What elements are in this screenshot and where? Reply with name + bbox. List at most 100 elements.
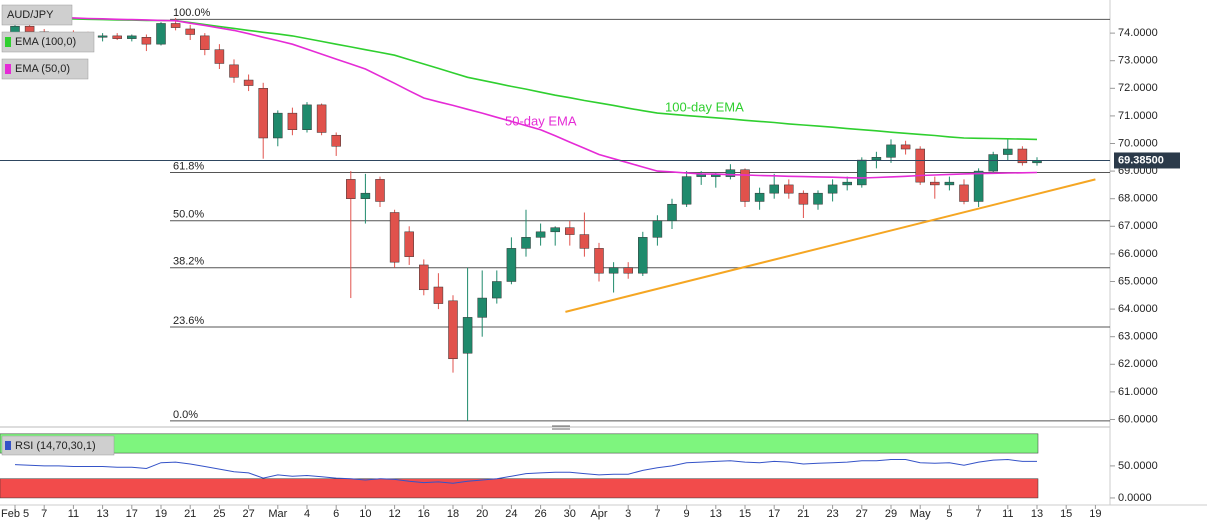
candle-body bbox=[827, 184, 838, 194]
candle-body bbox=[973, 170, 984, 202]
candle-body bbox=[477, 297, 487, 318]
legend: AUD/JPY EMA (100,0) EMA (50,0) RSI (14,7… bbox=[1, 4, 115, 456]
legend-entry: EMA (100,0) bbox=[15, 36, 76, 48]
rsi-line bbox=[14, 458, 1037, 484]
rsi-oversold-band bbox=[0, 478, 1039, 499]
y-tick-label: 68.0000 bbox=[1118, 193, 1158, 205]
x-tick-label: 15 bbox=[739, 508, 751, 520]
legend-box[interactable] bbox=[1, 435, 115, 456]
x-tick-label: 19 bbox=[1089, 508, 1101, 520]
x-tick-label: May bbox=[910, 508, 931, 520]
candle-body bbox=[287, 112, 298, 130]
candle-body bbox=[988, 154, 998, 172]
x-tick-label: 24 bbox=[505, 508, 517, 520]
y-tick-label: 62.0000 bbox=[1118, 358, 1158, 370]
x-tick-label: 7 bbox=[41, 508, 47, 520]
legend-swatch bbox=[5, 64, 11, 74]
candle-body bbox=[200, 35, 210, 50]
y-tick-label: 0.0000 bbox=[1118, 492, 1152, 504]
candle-body bbox=[156, 23, 166, 45]
rsi-overbought-band bbox=[0, 433, 1039, 454]
x-tick-label: 11 bbox=[1002, 508, 1013, 520]
candle-body bbox=[638, 237, 648, 274]
x-tick-label: 15 bbox=[1060, 508, 1072, 520]
x-tick-label: 25 bbox=[213, 508, 225, 520]
candle-body bbox=[565, 227, 575, 235]
candle-body bbox=[316, 104, 327, 133]
x-tick-label: 19 bbox=[155, 508, 167, 520]
candle-body bbox=[433, 286, 444, 304]
candle-body bbox=[769, 184, 779, 194]
candle-body bbox=[944, 181, 955, 186]
y-tick-label: 64.0000 bbox=[1118, 303, 1158, 315]
candle-body bbox=[623, 267, 633, 274]
fib-label: 38.2% bbox=[173, 256, 204, 268]
y-tick-label: 63.0000 bbox=[1118, 331, 1158, 343]
y-tick-label: 70.0000 bbox=[1118, 137, 1158, 149]
candle-body bbox=[419, 264, 429, 291]
last-price-label: 69.38500 bbox=[1118, 154, 1164, 166]
candle-body bbox=[725, 169, 736, 177]
candle-body bbox=[462, 317, 473, 354]
candle-body bbox=[360, 192, 371, 199]
candle-body bbox=[930, 181, 940, 186]
candle-body bbox=[579, 234, 590, 249]
fib-label: 61.8% bbox=[173, 160, 204, 172]
candle-body bbox=[608, 267, 619, 274]
x-tick-label: 27 bbox=[856, 508, 868, 520]
y-tick-label: 65.0000 bbox=[1118, 275, 1158, 287]
plot-area: 74.000073.000072.000071.000070.000069.00… bbox=[0, 7, 1180, 520]
x-tick-label: 16 bbox=[418, 508, 430, 520]
x-tick-label: 21 bbox=[797, 508, 809, 520]
y-tick-label: 72.0000 bbox=[1118, 82, 1158, 94]
candle-body bbox=[784, 184, 794, 194]
candle-body bbox=[754, 192, 765, 202]
x-tick-label: 17 bbox=[768, 508, 780, 520]
candle-body bbox=[170, 23, 181, 28]
x-tick-label: Apr bbox=[590, 508, 607, 520]
candle-body bbox=[915, 148, 925, 183]
legend-box[interactable] bbox=[1, 31, 95, 53]
candle-body bbox=[798, 192, 809, 205]
candle-body bbox=[448, 300, 458, 360]
candle-body bbox=[389, 212, 400, 263]
x-tick-label: 13 bbox=[1031, 508, 1043, 520]
candle-body bbox=[346, 179, 356, 199]
candle-body bbox=[681, 176, 692, 205]
fib-label: 50.0% bbox=[173, 209, 204, 221]
legend-swatch bbox=[5, 37, 11, 47]
annotation: 100-day EMA bbox=[665, 99, 744, 114]
annotation: 50-day EMA bbox=[505, 113, 577, 128]
symbol-box[interactable] bbox=[1, 4, 73, 26]
x-tick-label: 10 bbox=[359, 508, 371, 520]
legend-box[interactable] bbox=[1, 58, 89, 80]
x-tick-label: 23 bbox=[826, 508, 838, 520]
y-tick-label: 66.0000 bbox=[1118, 248, 1158, 260]
x-tick-label: Feb 5 bbox=[1, 508, 29, 520]
candle-body bbox=[740, 169, 750, 202]
candle-body bbox=[886, 144, 896, 158]
candle-body bbox=[857, 159, 867, 186]
candle-body bbox=[97, 35, 108, 38]
candle-body bbox=[492, 281, 502, 299]
x-tick-label: Mar bbox=[268, 508, 287, 520]
candle-body bbox=[521, 237, 531, 249]
candle-body bbox=[127, 35, 137, 39]
x-tick-label: 4 bbox=[304, 508, 310, 520]
fib-label: 23.6% bbox=[173, 315, 204, 327]
x-tick-label: 12 bbox=[388, 508, 400, 520]
y-tick-label: 74.0000 bbox=[1118, 27, 1158, 39]
candle-body bbox=[535, 231, 546, 238]
x-tick-label: 7 bbox=[976, 508, 982, 520]
y-tick-label: 61.0000 bbox=[1118, 386, 1158, 398]
candle-body bbox=[185, 28, 195, 35]
candle-body bbox=[258, 88, 268, 139]
y-tick-label: 73.0000 bbox=[1118, 55, 1158, 67]
x-tick-label: 20 bbox=[476, 508, 488, 520]
legend-entry: EMA (50,0) bbox=[15, 63, 70, 75]
candle-body bbox=[1003, 148, 1013, 155]
candle-body bbox=[229, 64, 239, 78]
x-tick-label: 13 bbox=[710, 508, 722, 520]
candle-body bbox=[404, 231, 414, 257]
